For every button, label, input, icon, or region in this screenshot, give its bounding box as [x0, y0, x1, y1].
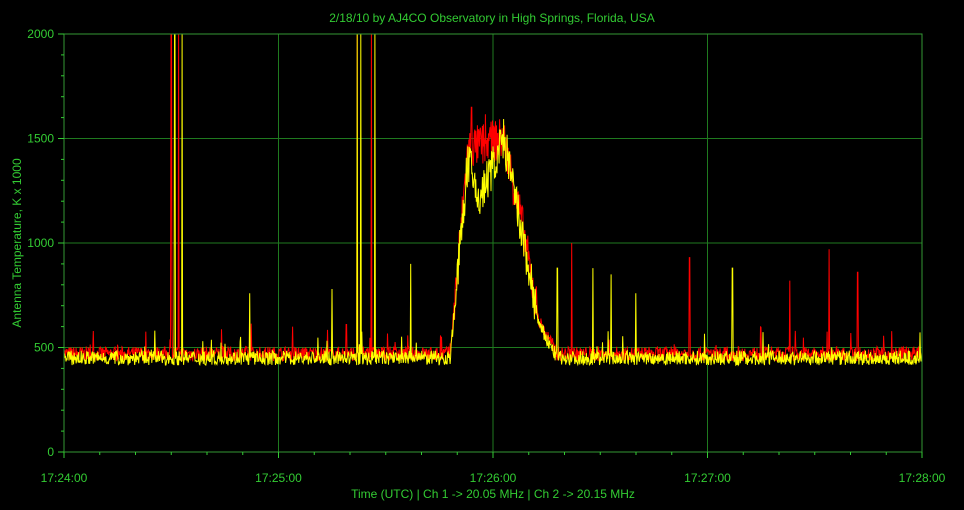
y-tick-label: 1500 — [27, 132, 54, 146]
y-tick-label: 0 — [47, 445, 54, 459]
x-tick-label: 17:24:00 — [41, 471, 88, 485]
series-line-ch2 — [63, 33, 923, 367]
axes: 17:24:00 17:25:00 17:26:00 17:27:00 17:28:00… — [27, 27, 945, 485]
x-tick-label: 17:28:00 — [899, 471, 946, 485]
y-tick-label: 2000 — [27, 27, 54, 41]
chart-title: 2/18/10 by AJ4CO Observatory in High Spr… — [329, 11, 654, 25]
series-layer — [63, 33, 923, 367]
y-axis-label: Antenna Temperature, K x 1000 — [10, 158, 24, 328]
x-tick-label: 17:27:00 — [684, 471, 731, 485]
x-tick-label: 17:25:00 — [255, 471, 302, 485]
x-tick-label: 17:26:00 — [470, 471, 517, 485]
y-tick-label: 1000 — [27, 236, 54, 250]
x-axis-label: Time (UTC) | Ch 1 -> 20.05 MHz | Ch 2 ->… — [351, 487, 635, 501]
y-tick-label: 500 — [34, 341, 54, 355]
